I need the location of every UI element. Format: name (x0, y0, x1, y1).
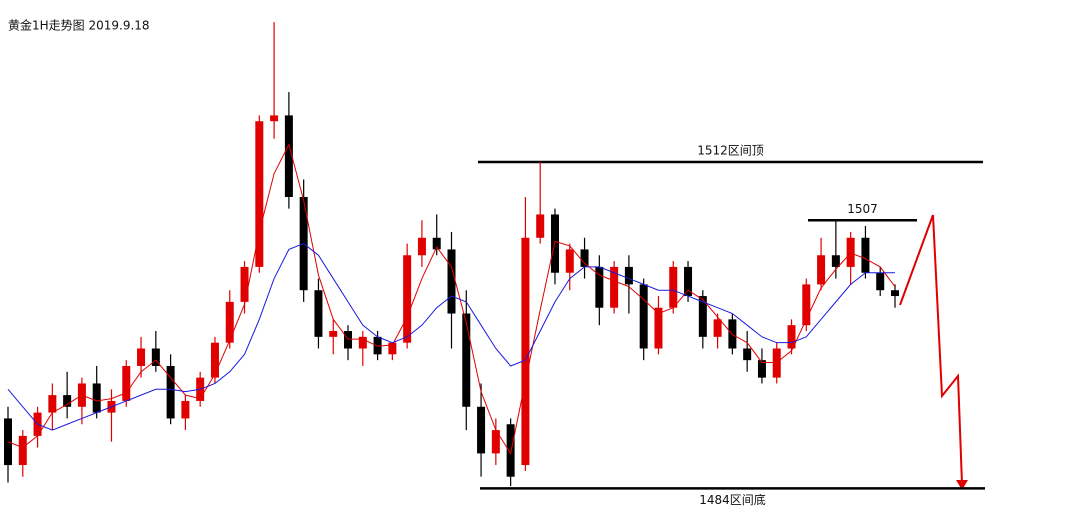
candle-body (861, 237, 870, 273)
candle-body (403, 255, 412, 343)
candle-body (358, 336, 367, 349)
candle-body (329, 331, 338, 337)
level-label: 1507 (847, 202, 878, 216)
candle-body (521, 237, 530, 466)
candle-body (669, 266, 678, 308)
candle-body (373, 336, 382, 355)
candle-body (122, 365, 131, 401)
candle-body (344, 331, 353, 349)
candle-body (151, 348, 160, 366)
forecast-path (899, 214, 963, 485)
candle-body (210, 342, 219, 378)
candle-body (284, 115, 293, 197)
candle-body (92, 383, 101, 413)
moving-average-line (7, 143, 896, 455)
candle-body (787, 325, 796, 349)
candle-body (225, 301, 234, 343)
candle-body (639, 284, 648, 349)
candle-body (772, 348, 781, 378)
candle-body (846, 237, 855, 267)
candle-body (166, 365, 175, 419)
candle-body (802, 284, 811, 326)
candle-body (536, 214, 545, 238)
candle-body (817, 255, 826, 285)
candle-body (595, 266, 604, 308)
candle-body (314, 290, 323, 337)
candle-body (506, 424, 515, 477)
candle-body (610, 266, 619, 308)
chart-title: 黄金1H走势图 2019.9.18 (8, 18, 150, 33)
level-label: 1512区间顶 (697, 144, 764, 158)
candle-body (240, 266, 249, 302)
candle-body (63, 395, 72, 407)
candle-body (18, 435, 27, 466)
candle-body (477, 406, 486, 454)
candle-body (48, 395, 57, 413)
candle-body (270, 115, 279, 122)
candle-body (684, 266, 693, 297)
candle-body (491, 430, 500, 454)
candle-body (698, 296, 707, 337)
candle-body (743, 348, 752, 361)
candle-body (4, 418, 12, 466)
forecast-arrowhead (956, 480, 968, 490)
candle-body (757, 360, 766, 378)
candle-body (447, 249, 456, 314)
candle-body (580, 249, 589, 267)
candle-body (388, 342, 397, 355)
candle-body (137, 348, 146, 366)
candle-body (255, 121, 264, 267)
candle-body (181, 400, 190, 419)
candle-body (891, 290, 899, 297)
candle-body (876, 272, 885, 291)
candle-body (654, 307, 663, 349)
candle-body (565, 249, 574, 273)
candle-body (417, 237, 426, 256)
candle-body (831, 255, 840, 267)
level-label: 1484区间底 (699, 492, 766, 507)
candle-body (462, 313, 471, 407)
candle-body (624, 266, 633, 285)
moving-average-line (7, 243, 895, 431)
candle-body (713, 319, 722, 337)
candle-body (432, 237, 441, 250)
